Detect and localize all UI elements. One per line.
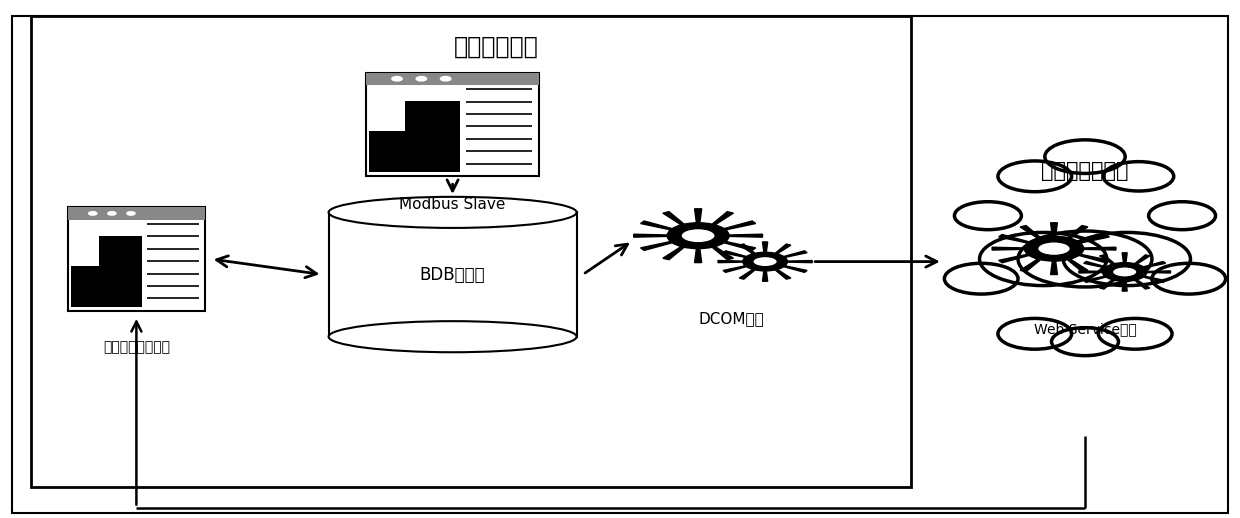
Circle shape	[998, 319, 1071, 349]
Circle shape	[681, 228, 715, 243]
Bar	[329, 212, 577, 337]
Polygon shape	[634, 209, 763, 263]
Text: DCOM接口: DCOM接口	[698, 311, 765, 326]
Circle shape	[955, 202, 1022, 229]
Ellipse shape	[329, 321, 577, 352]
Text: 现场实时监控程序: 现场实时监控程序	[103, 340, 170, 354]
Circle shape	[1099, 319, 1172, 349]
Ellipse shape	[329, 197, 577, 228]
Circle shape	[1052, 328, 1118, 356]
Circle shape	[945, 263, 1018, 294]
Text: BDB数据库: BDB数据库	[420, 266, 485, 283]
Circle shape	[126, 212, 135, 215]
Bar	[31, 16, 911, 487]
Circle shape	[1152, 263, 1225, 294]
Text: 云数据处理中心: 云数据处理中心	[1042, 161, 1128, 181]
Bar	[99, 236, 141, 266]
Bar	[366, 73, 539, 176]
Bar	[366, 73, 539, 85]
Bar	[405, 101, 460, 131]
Circle shape	[753, 256, 777, 267]
Polygon shape	[718, 242, 812, 281]
Bar	[370, 101, 405, 131]
Circle shape	[1018, 231, 1152, 287]
Circle shape	[108, 212, 117, 215]
Circle shape	[998, 161, 1071, 192]
Circle shape	[89, 212, 97, 215]
Bar	[370, 123, 460, 172]
Circle shape	[1148, 202, 1215, 229]
Circle shape	[1112, 267, 1137, 277]
Circle shape	[392, 77, 402, 81]
Circle shape	[417, 77, 427, 81]
Bar	[68, 207, 205, 220]
Circle shape	[1104, 162, 1174, 191]
Circle shape	[1038, 242, 1070, 255]
Circle shape	[980, 233, 1107, 285]
Text: Modbus Slave: Modbus Slave	[399, 197, 506, 212]
Polygon shape	[1079, 253, 1171, 291]
Text: Web Service接口: Web Service接口	[1034, 322, 1136, 336]
Circle shape	[1063, 233, 1190, 285]
Polygon shape	[992, 223, 1116, 275]
Bar	[68, 207, 205, 311]
Circle shape	[1045, 140, 1125, 174]
Bar	[71, 236, 99, 266]
Bar	[71, 258, 141, 307]
Circle shape	[440, 77, 451, 81]
Text: 本地数据中心: 本地数据中心	[454, 35, 538, 59]
